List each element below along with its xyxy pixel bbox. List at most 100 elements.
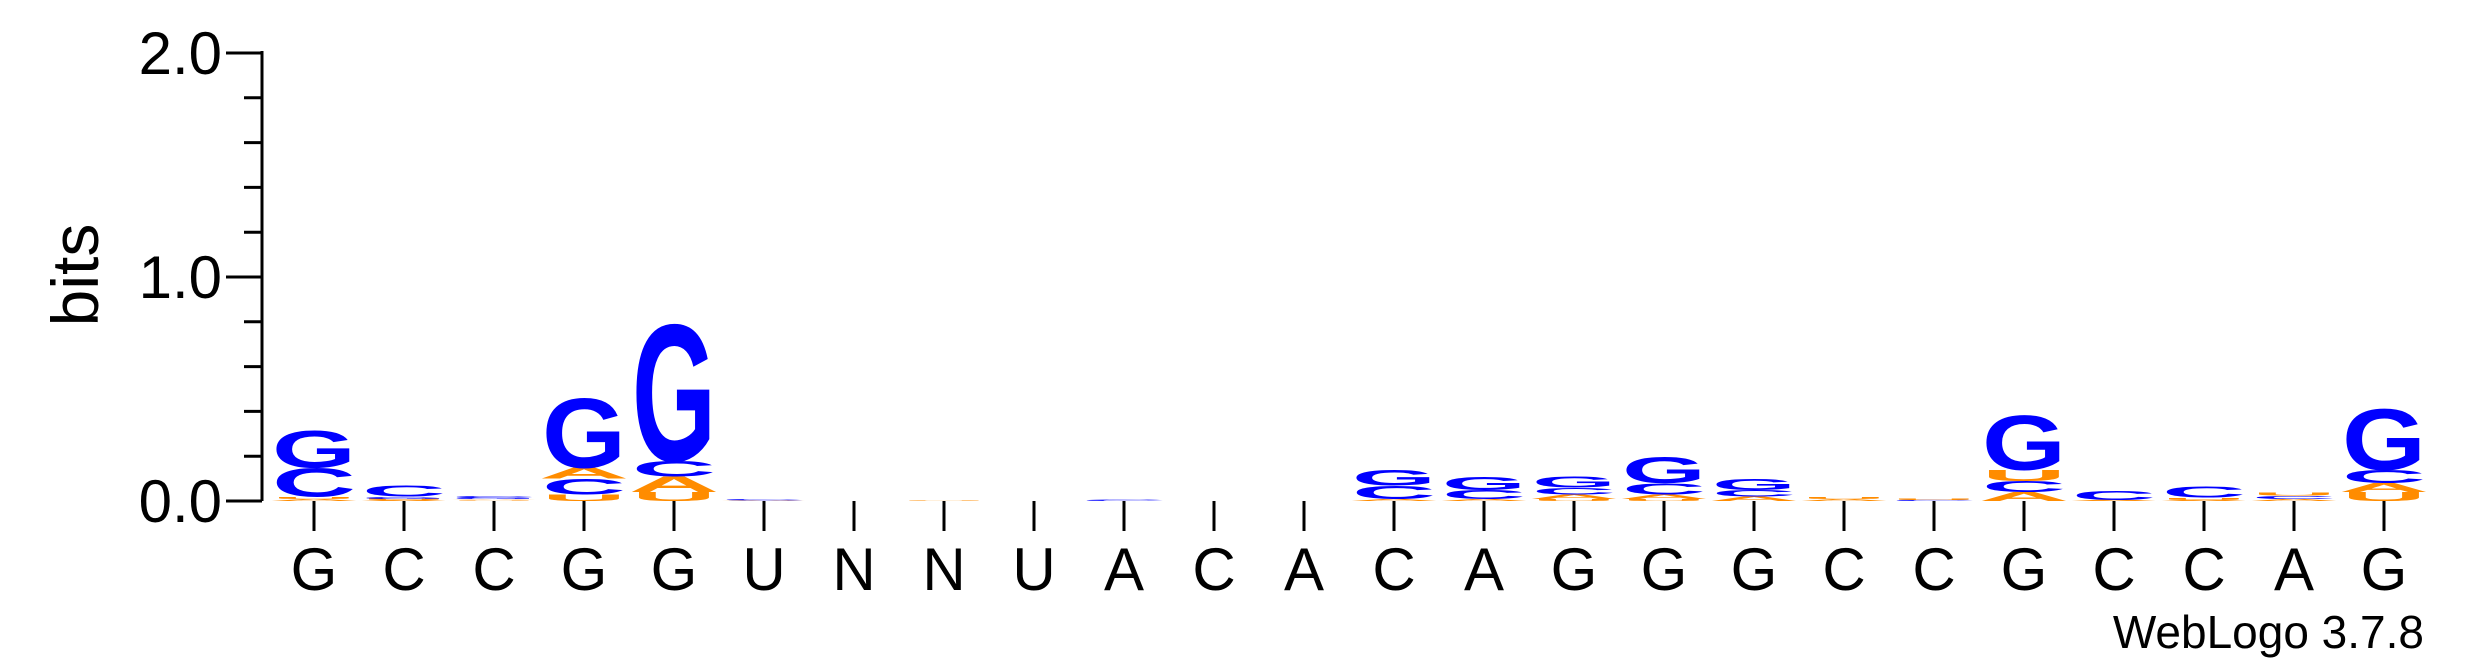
x-tick-label: G xyxy=(2361,536,2408,603)
logo-column: AUC xyxy=(2159,484,2250,502)
x-tick-label: G xyxy=(651,536,698,603)
x-tick-label: A xyxy=(2274,536,2314,603)
logo-letter-G: G xyxy=(272,420,356,479)
logo-letter-G: G xyxy=(1442,473,1526,494)
logo-column: ACU xyxy=(2249,491,2340,501)
logo-column: ACG xyxy=(1349,465,1440,502)
x-tick-label: U xyxy=(742,536,785,603)
x-tick-label: C xyxy=(2092,536,2135,603)
logo-letter-A: A xyxy=(1799,498,1890,501)
logo-column: U xyxy=(902,500,986,501)
logo-letter-A: A xyxy=(1979,490,2070,504)
x-tick-label: C xyxy=(1822,536,1865,603)
x-tick-label: G xyxy=(2001,536,2048,603)
logo-letter-C: C xyxy=(2342,466,2426,487)
logo-letter-G: G xyxy=(632,284,716,503)
logo-letter-A: A xyxy=(1709,495,1800,502)
logo-letter-U: U xyxy=(452,500,536,501)
logo-letter-U: U xyxy=(902,500,986,501)
logo-column: C xyxy=(1082,500,1166,502)
y-tick-label: 1.0 xyxy=(139,244,222,311)
x-tick-label: C xyxy=(472,536,515,603)
logo-letter-A: A xyxy=(719,500,810,501)
logo-letter-C: C xyxy=(1622,480,1706,497)
logo-letter-A: A xyxy=(269,498,360,501)
logo-letter-U: U xyxy=(272,496,356,499)
logo-letter-A: A xyxy=(449,499,540,500)
logo-letter-C: C xyxy=(722,499,806,501)
logo-letter-C: C xyxy=(632,457,716,481)
x-tick-label: U xyxy=(1012,536,1055,603)
x-tick-label: A xyxy=(1464,536,1504,603)
logo-letter-U: U xyxy=(1622,498,1706,501)
logo-letter-U: U xyxy=(2342,490,2426,504)
x-tick-label: C xyxy=(1372,536,1415,603)
y-axis: 2.0 1.0 0.0 xyxy=(139,20,264,535)
logo-letter-U: U xyxy=(1892,498,1976,500)
weblogo-credit: WebLogo 3.7.8 xyxy=(2113,606,2424,658)
logo-letter-U: U xyxy=(1802,496,1886,499)
logo-letter-A: A xyxy=(629,473,720,497)
logo-letter-A: A xyxy=(1349,498,1440,501)
logo-letter-A: A xyxy=(2159,500,2250,502)
logo-letter-C: C xyxy=(1712,488,1796,498)
y-tick-label: 0.0 xyxy=(139,468,222,535)
x-tick-label: G xyxy=(1731,536,1778,603)
logo-letter-G: G xyxy=(1352,465,1436,490)
x-tick-label: G xyxy=(1551,536,1598,603)
logo-column: CU xyxy=(1892,498,1976,501)
x-tick-label: G xyxy=(291,536,338,603)
logo-letter-A: A xyxy=(1619,493,1710,500)
logo-letter-C: C xyxy=(1352,482,1436,503)
x-tick-label: C xyxy=(1912,536,1955,603)
logo-letter-C: C xyxy=(1892,500,1976,502)
logo-column: AC xyxy=(2069,489,2160,503)
x-tick-label: C xyxy=(1192,536,1235,603)
logo-letter-A: A xyxy=(2069,500,2160,502)
logo-letter-G: G xyxy=(2342,391,2426,489)
logo-letter-U: U xyxy=(362,498,446,500)
logo-letter-U: U xyxy=(2162,497,2246,500)
logo-letter-C: C xyxy=(2162,484,2246,501)
logo-letter-G: G xyxy=(1532,474,1616,491)
logo-letter-A: A xyxy=(2249,498,2340,501)
logo-column: AU xyxy=(1799,496,1890,502)
logo-letter-G: G xyxy=(1622,450,1706,492)
logo-letter-A: A xyxy=(1529,493,1620,500)
logo-letter-U: U xyxy=(1532,498,1616,501)
logo-letter-G: G xyxy=(1982,399,2066,486)
logo-letter-C: C xyxy=(272,460,356,505)
x-tick-label: G xyxy=(1641,536,1688,603)
logo-letter-C: C xyxy=(2072,489,2156,503)
logo-letter-G: G xyxy=(452,498,536,500)
logo-letter-A: A xyxy=(1439,498,1530,501)
logo-column: ACG xyxy=(1439,473,1530,501)
y-tick-label: 2.0 xyxy=(139,20,222,87)
logo-letter-A: A xyxy=(359,500,450,502)
y-axis-title: bits xyxy=(38,224,112,327)
logo-letter-A: A xyxy=(539,464,630,481)
x-tick-label: G xyxy=(561,536,608,603)
logo-letter-U: U xyxy=(542,493,626,503)
x-tick-label: C xyxy=(382,536,425,603)
logo-column: AC xyxy=(719,499,810,501)
logo-letter-C: C xyxy=(1982,478,2066,495)
logo-letter-C: C xyxy=(1532,486,1616,496)
logo-column: ACG xyxy=(1709,476,1800,502)
x-tick-label: C xyxy=(2182,536,2225,603)
logo-letter-G: G xyxy=(1712,476,1796,493)
x-tick-label: A xyxy=(1104,536,1144,603)
logo-letter-A: A xyxy=(2339,481,2430,495)
logo-letter-U: U xyxy=(632,490,716,504)
